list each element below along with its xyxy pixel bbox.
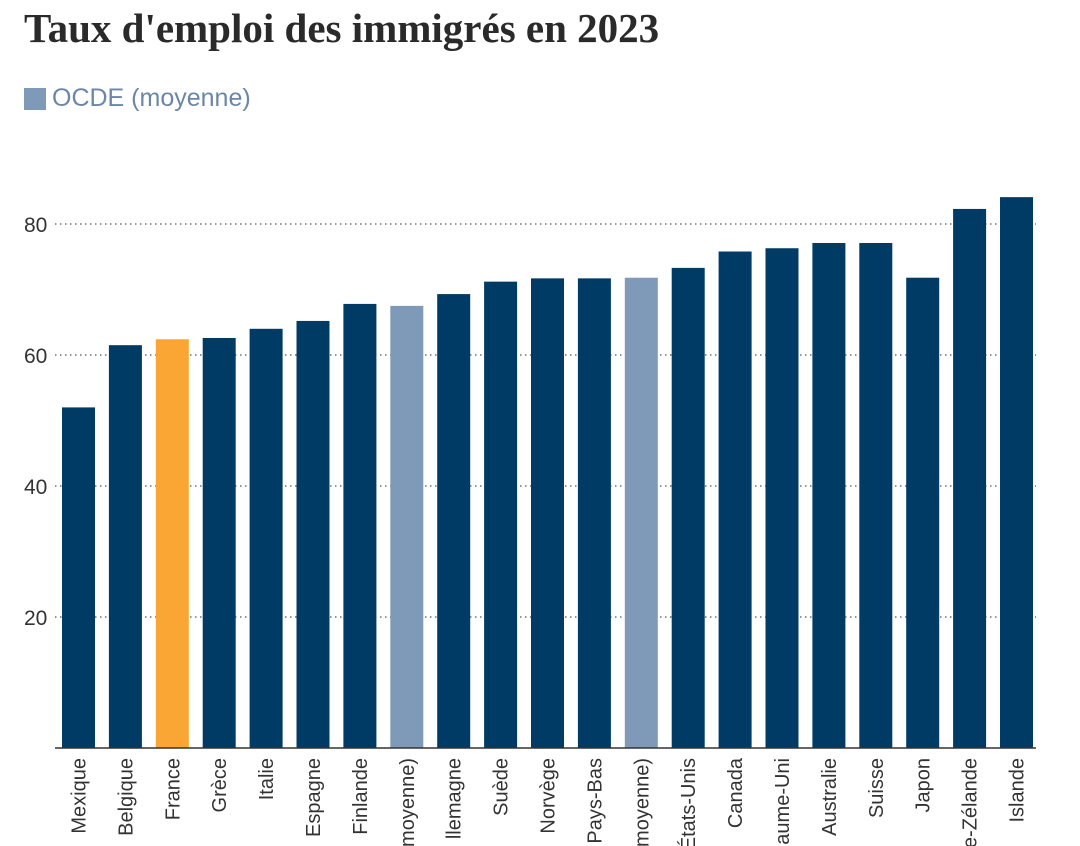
bar-3 bbox=[155, 339, 189, 748]
x-tick-label: Grèce bbox=[209, 758, 231, 812]
x-tick-label: e-Zélande bbox=[960, 758, 982, 846]
x-tick-label: Suisse bbox=[866, 758, 888, 818]
x-tick-label: Japon bbox=[913, 758, 935, 813]
x-tick-label: Suède bbox=[491, 758, 513, 816]
bar-17 bbox=[812, 242, 846, 748]
x-tick-label: aume-Uni bbox=[772, 758, 794, 845]
x-tick-label: États-Unis bbox=[677, 758, 700, 846]
y-tick-label: 40 bbox=[24, 476, 47, 499]
bar-7 bbox=[343, 303, 377, 748]
bar-2 bbox=[108, 345, 142, 748]
x-tick-label: (moyenne) bbox=[631, 758, 653, 846]
bar-20 bbox=[953, 208, 987, 748]
bar-19 bbox=[906, 277, 940, 748]
bar-5 bbox=[249, 328, 283, 748]
y-tick-label: 80 bbox=[24, 214, 47, 237]
bar-14 bbox=[671, 267, 705, 748]
bar-15 bbox=[718, 251, 752, 748]
chart-title: Taux d'emploi des immigrés en 2023 bbox=[24, 5, 660, 51]
bar-16 bbox=[765, 248, 799, 749]
x-tick-label: Mexique bbox=[69, 758, 91, 834]
category-labels: Mexique Belgique France Grèce Italie Espagne F… bbox=[69, 757, 1029, 846]
x-tick-label: Australie bbox=[819, 758, 841, 836]
bar-12 bbox=[577, 278, 611, 748]
x-tick-label: Belgique bbox=[115, 758, 137, 836]
axes: 20 40 60 80 bbox=[24, 214, 1036, 749]
bar-6 bbox=[296, 320, 330, 748]
x-tick-label: Norvège bbox=[538, 758, 560, 834]
bar-18 bbox=[859, 242, 893, 748]
x-tick-label: Finlande bbox=[350, 758, 372, 835]
x-tick-label: (moyenne) bbox=[397, 758, 419, 846]
x-tick-label: llemagne bbox=[444, 758, 466, 839]
legend: OCDE (moyenne) bbox=[24, 84, 251, 113]
bar-1 bbox=[62, 407, 95, 748]
legend-label: OCDE (moyenne) bbox=[52, 84, 251, 112]
x-tick-label: France bbox=[162, 758, 184, 820]
x-tick-label: Canada bbox=[725, 757, 747, 828]
bar-21 bbox=[1000, 197, 1033, 748]
bar-9 bbox=[437, 294, 471, 748]
bar-11 bbox=[531, 278, 564, 748]
bar-4 bbox=[202, 337, 236, 748]
x-tick-label: Espagne bbox=[303, 758, 325, 837]
bar-8 bbox=[390, 305, 424, 748]
x-tick-label: Italie bbox=[256, 758, 278, 800]
x-tick-label: Islande bbox=[1007, 758, 1029, 823]
y-tick-label: 20 bbox=[24, 607, 47, 630]
bar-13 bbox=[624, 277, 658, 748]
bars bbox=[62, 197, 1033, 749]
x-tick-label: Pays-Bas bbox=[584, 758, 606, 844]
bar-10 bbox=[484, 281, 518, 748]
legend-swatch bbox=[24, 87, 46, 110]
y-tick-label: 60 bbox=[24, 345, 47, 368]
